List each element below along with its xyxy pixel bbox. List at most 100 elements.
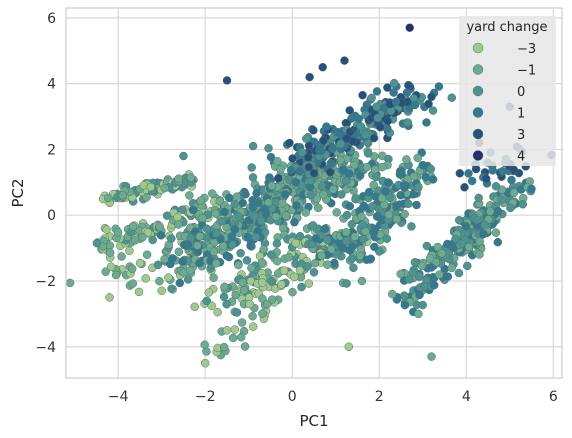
data-point	[427, 92, 436, 102]
data-point	[329, 185, 338, 194]
data-point	[274, 174, 283, 183]
data-point	[219, 292, 229, 302]
data-point	[421, 172, 430, 182]
data-point	[291, 238, 301, 248]
data-point	[340, 56, 349, 65]
data-point	[383, 116, 392, 126]
data-point	[306, 190, 316, 200]
data-point	[267, 277, 276, 286]
data-point	[389, 78, 399, 88]
data-point	[230, 325, 239, 334]
data-point	[128, 279, 138, 288]
data-point	[364, 187, 374, 197]
data-point	[177, 205, 187, 215]
data-point	[111, 270, 121, 280]
data-point	[272, 256, 282, 266]
data-point	[196, 196, 205, 205]
data-point	[290, 272, 299, 282]
y-axis-label: PC2	[9, 178, 27, 207]
legend-title: yard change	[466, 20, 547, 35]
data-point	[297, 148, 307, 157]
data-point	[383, 124, 392, 133]
data-point	[475, 250, 484, 259]
data-point	[254, 198, 263, 208]
data-point	[408, 268, 418, 277]
data-point	[174, 174, 183, 183]
data-point	[414, 182, 423, 192]
data-point	[200, 358, 210, 368]
data-point	[518, 200, 528, 209]
data-point	[219, 241, 228, 251]
data-point	[359, 201, 369, 211]
data-point	[357, 212, 366, 221]
data-point	[211, 209, 220, 218]
data-point	[372, 87, 382, 96]
data-point	[425, 254, 435, 263]
data-point	[65, 278, 75, 288]
data-point	[337, 190, 346, 199]
data-point	[209, 273, 218, 282]
data-point	[507, 175, 516, 185]
data-point	[417, 261, 427, 271]
data-point	[369, 228, 379, 237]
data-point	[291, 177, 300, 187]
data-point	[135, 258, 145, 268]
data-point	[367, 93, 376, 103]
data-point	[342, 134, 351, 143]
data-point	[202, 224, 211, 233]
data-point	[155, 222, 164, 231]
data-point	[250, 211, 259, 221]
x-tick-label: 6	[549, 389, 558, 405]
data-point	[143, 228, 153, 237]
data-point	[382, 234, 392, 243]
data-point	[292, 201, 301, 210]
data-point	[179, 151, 188, 161]
data-point	[127, 264, 137, 274]
data-point	[370, 242, 379, 252]
data-point	[320, 224, 330, 234]
data-point	[404, 80, 413, 90]
data-point	[323, 235, 332, 245]
data-point	[142, 250, 152, 259]
data-point	[102, 225, 111, 234]
data-point	[427, 263, 436, 272]
data-point	[286, 165, 296, 175]
data-point	[332, 208, 341, 217]
data-point	[174, 220, 183, 229]
data-point	[128, 222, 138, 231]
data-point	[358, 220, 367, 230]
data-point	[355, 171, 365, 180]
data-point	[369, 180, 378, 190]
x-tick-label: −2	[195, 389, 216, 405]
data-point	[267, 204, 277, 213]
data-point	[195, 258, 204, 268]
data-point	[362, 255, 371, 264]
data-point	[344, 342, 354, 352]
data-point	[252, 188, 261, 198]
data-point	[463, 261, 472, 271]
data-point	[309, 268, 319, 277]
data-point	[219, 342, 229, 352]
data-point	[319, 136, 328, 145]
data-point	[173, 212, 182, 222]
data-point	[434, 82, 444, 91]
data-point	[349, 263, 358, 273]
data-point	[403, 118, 413, 127]
x-tick-labels: −4 −2 0 2 4 6	[108, 389, 558, 405]
data-point	[257, 258, 267, 267]
data-point	[474, 193, 483, 203]
data-point	[162, 211, 172, 220]
data-point	[389, 88, 398, 97]
data-point	[106, 262, 116, 271]
legend-entries: −3 −1 0 1 3 4	[472, 42, 536, 165]
data-point	[418, 300, 427, 310]
data-point	[400, 291, 409, 300]
data-point	[356, 121, 365, 131]
data-point	[238, 277, 247, 287]
data-point	[105, 293, 114, 302]
data-point	[104, 193, 113, 203]
data-point	[410, 100, 420, 110]
data-point	[212, 229, 221, 238]
data-point	[341, 228, 351, 237]
data-point	[248, 203, 258, 212]
